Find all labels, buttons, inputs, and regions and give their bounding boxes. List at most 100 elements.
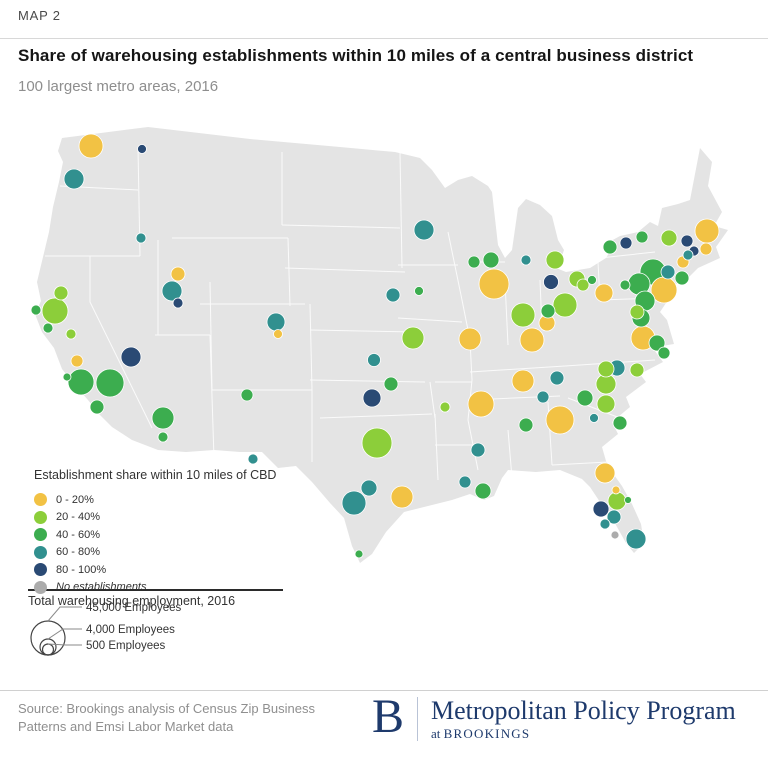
size-legend-labels: 45,000 Employees 4,000 Employees 500 Emplo…: [86, 602, 182, 652]
metro-bubble: [266, 312, 286, 332]
metro-bubble: [170, 266, 186, 282]
size-leader-line: [47, 643, 82, 646]
metro-bubble: [135, 232, 147, 244]
source-note: Source: Brookings analysis of Census Zip…: [18, 700, 378, 736]
metro-bubble: [576, 389, 594, 407]
metro-bubble: [467, 390, 495, 418]
metro-bubble: [53, 285, 69, 301]
metro-bubble: [470, 442, 486, 458]
metro-bubble: [510, 302, 536, 328]
source-line-2: Patterns and Emsi Labor Market data: [18, 719, 234, 734]
metro-bubble: [694, 218, 720, 244]
metro-bubble: [680, 234, 694, 248]
metro-bubble: [458, 475, 472, 489]
metro-bubble: [699, 242, 713, 256]
legend-label-40-60: 40 - 60%: [56, 528, 101, 541]
metro-bubble: [587, 275, 597, 285]
legend-item-40-60: 40 - 60%: [34, 526, 300, 544]
metro-bubble: [482, 251, 500, 269]
metro-bubble: [367, 353, 381, 367]
figure-kicker: MAP 2: [18, 8, 61, 23]
metro-bubble: [157, 431, 169, 443]
size-legend-circles: [30, 620, 66, 656]
legend-swatch-80-100: [34, 563, 47, 577]
metro-bubble: [624, 496, 632, 504]
size-ref-label: 500 Employees: [86, 640, 166, 652]
metro-bubble: [172, 297, 184, 309]
metro-bubble: [540, 303, 556, 319]
metro-bubble: [592, 500, 610, 518]
legend-label-60-80: 60 - 80%: [56, 546, 101, 559]
metro-bubble: [67, 368, 95, 396]
metro-bubble: [341, 490, 367, 516]
metro-bubble: [240, 388, 254, 402]
legend-item-60-80: 60 - 80%: [34, 544, 300, 562]
metro-bubble: [62, 372, 72, 382]
header-divider: [0, 38, 768, 39]
metro-bubble: [545, 405, 575, 435]
brookings-logo: B Metropolitan Policy Program at BROOKIN…: [372, 693, 736, 742]
metro-bubble: [602, 239, 618, 255]
metro-bubble: [648, 334, 666, 352]
metro-bubble: [478, 268, 510, 300]
metro-bubble: [362, 388, 382, 408]
size-ref-circle: [30, 620, 66, 656]
metro-bubble: [607, 491, 627, 511]
figure-title: Share of warehousing establishments with…: [18, 46, 694, 65]
legend-item-20-40: 20 - 40%: [34, 509, 300, 527]
metro-bubble: [519, 327, 545, 353]
legend-label-20-40: 20 - 40%: [56, 511, 101, 524]
metro-bubble: [594, 283, 614, 303]
metro-bubble: [151, 406, 175, 430]
metro-bubble: [383, 376, 399, 392]
metro-bubble: [612, 415, 628, 431]
metro-bubble: [95, 368, 125, 398]
metro-bubble: [589, 413, 599, 423]
legend-swatch-20-40: [34, 510, 47, 524]
state-borders: [45, 147, 656, 481]
logo-program-name: Metropolitan Policy Program: [431, 696, 736, 725]
metro-bubble: [625, 528, 647, 550]
legend-item-none: No establishments: [34, 579, 300, 597]
metro-bubble: [536, 390, 550, 404]
metro-bubble: [619, 279, 631, 291]
metro-bubble: [70, 354, 84, 368]
color-legend: Establishment share within 10 miles of C…: [30, 468, 300, 596]
metro-bubble: [545, 250, 565, 270]
logo-tagline: at BROOKINGS: [431, 726, 736, 742]
metro-bubble: [635, 230, 649, 244]
metro-bubble: [511, 369, 535, 393]
size-ref-circle: [41, 643, 55, 656]
size-legend-leader-lines: [47, 606, 82, 646]
legend-swatch-40-60: [34, 528, 47, 542]
size-leader-line: [47, 628, 82, 640]
legend-item-0-20: 0 - 20%: [34, 491, 300, 509]
metro-bubble: [474, 482, 492, 500]
source-line-1: Source: Brookings analysis of Census Zip…: [18, 701, 315, 716]
metro-bubble: [576, 278, 590, 292]
metro-bubble: [273, 329, 283, 339]
metro-bubble: [120, 346, 142, 368]
metro-bubble: [520, 254, 532, 266]
metro-bubble: [660, 229, 678, 247]
metro-bubble: [549, 370, 565, 386]
metro-bubble: [611, 485, 621, 495]
metro-bubble: [543, 274, 559, 290]
metro-bubble: [42, 322, 54, 334]
logo-tagline-org: BROOKINGS: [443, 726, 531, 741]
metro-bubble: [594, 462, 616, 484]
metro-bubbles: [30, 133, 720, 559]
size-leader-line: [47, 606, 82, 622]
metro-bubble: [660, 264, 676, 280]
metro-bubble: [619, 236, 633, 250]
metro-bubble: [385, 287, 401, 303]
logo-divider: [417, 697, 419, 741]
legend-swatch-none: [34, 580, 47, 594]
metro-bubble: [78, 133, 104, 159]
metro-bubble: [629, 304, 645, 320]
size-ref-label: 4,000 Employees: [86, 624, 175, 636]
size-legend: Total warehousing employment, 2016 45,00…: [28, 589, 283, 656]
metro-bubble: [30, 304, 42, 316]
